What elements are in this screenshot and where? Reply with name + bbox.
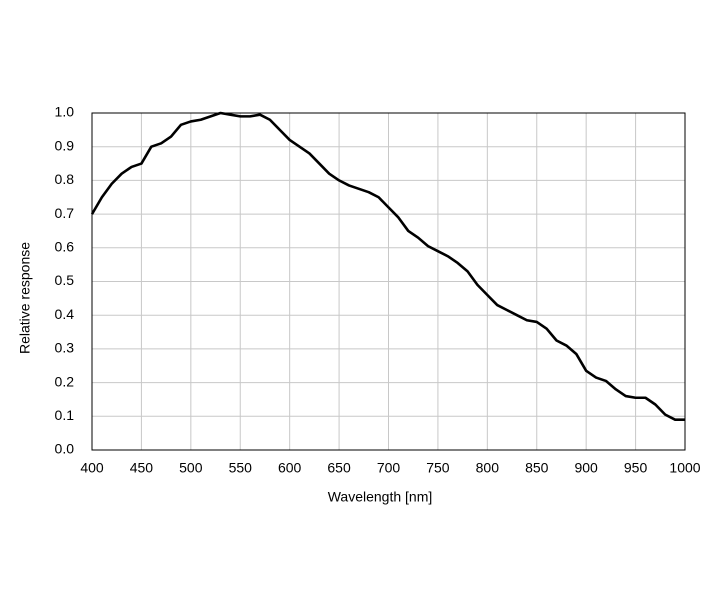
x-tick-label: 900 [574, 460, 598, 476]
x-tick-label: 650 [327, 460, 351, 476]
y-tick-label: 0.8 [55, 171, 75, 187]
x-tick-label: 550 [229, 460, 253, 476]
x-tick-label: 400 [80, 460, 104, 476]
x-tick-label: 500 [179, 460, 203, 476]
plot-frame [91, 112, 686, 451]
y-axis-label: Relative response [17, 242, 33, 354]
x-tick-label: 750 [426, 460, 450, 476]
y-tick-label: 0.5 [55, 272, 75, 288]
y-tick-label: 0.1 [55, 407, 75, 423]
x-tick-label: 600 [278, 460, 302, 476]
y-tick-label: 0.0 [55, 441, 75, 457]
y-tick-label: 0.6 [55, 239, 75, 255]
x-axis-label: Wavelength [nm] [328, 489, 433, 505]
y-tick-label: 0.2 [55, 373, 75, 389]
y-tick-label: 1.0 [55, 104, 75, 120]
data-line [90, 111, 685, 421]
y-tick-label: 0.9 [55, 137, 75, 153]
x-tick-label: 950 [624, 460, 648, 476]
x-tick-label: 1000 [669, 460, 700, 476]
y-tick-label: 0.4 [55, 306, 75, 322]
x-tick-label: 850 [525, 460, 549, 476]
y-tick-label: 0.7 [55, 205, 75, 221]
x-tick-label: 700 [377, 460, 401, 476]
x-tick-label: 800 [476, 460, 500, 476]
x-tick-label: 450 [130, 460, 154, 476]
y-tick-label: 0.3 [55, 340, 75, 356]
